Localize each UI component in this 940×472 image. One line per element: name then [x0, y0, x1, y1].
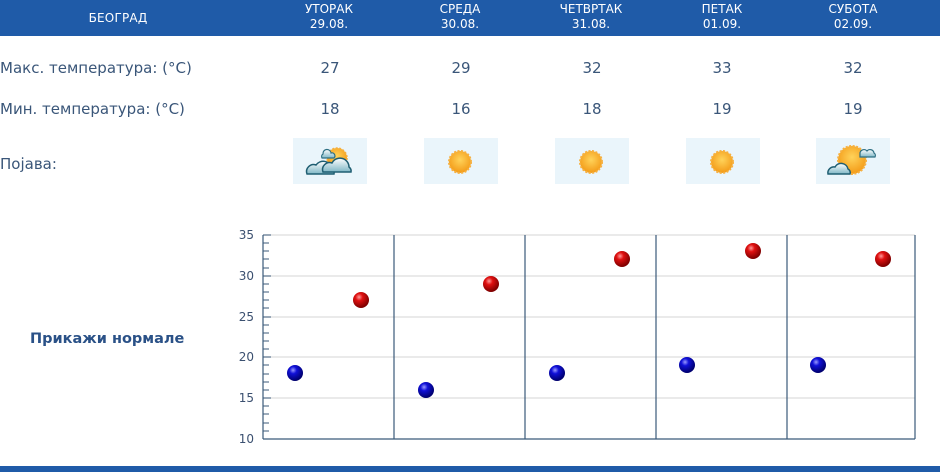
day-date: 02.09.: [833, 17, 873, 31]
min-temp-value: 19: [712, 100, 732, 118]
day-name: УТОРАК: [304, 2, 354, 16]
day-date: 31.08.: [571, 17, 611, 31]
y-tick-label: 15: [238, 391, 254, 405]
day-date: 29.08.: [309, 17, 349, 31]
y-minor-ticks: [263, 234, 271, 432]
sunny-icon: [424, 138, 498, 184]
y-tick-label: 10: [238, 432, 254, 446]
max-temp-value: 29: [451, 59, 471, 77]
max-temp-value: 33: [712, 59, 732, 77]
max-temp-series: [353, 243, 891, 308]
day-header-2: СРЕДА 30.08.: [395, 2, 525, 32]
sunny-icon: [555, 138, 629, 184]
day-date: 30.08.: [440, 17, 480, 31]
y-tick-label: 25: [238, 310, 254, 324]
sunny-few-clouds-icon: [816, 138, 890, 184]
day-header-3: ЧЕТВРТАК 31.08.: [526, 2, 656, 32]
min-temp-marker: [287, 365, 303, 381]
min-temp-series: [287, 357, 826, 398]
y-tick-label: 30: [238, 269, 254, 283]
show-normals-link[interactable]: Прикажи нормале: [30, 331, 185, 347]
day-header-4: ПЕТАК 01.09.: [657, 2, 787, 32]
min-temp-value: 16: [451, 100, 471, 118]
max-temp-label: Макс. температура: (°C): [0, 59, 192, 77]
city-name: БЕОГРАД: [88, 11, 148, 25]
partly-cloudy-icon: [293, 138, 367, 184]
grid-lines: [263, 234, 915, 399]
y-tick-label: 20: [238, 350, 254, 364]
max-temp-marker: [614, 251, 630, 267]
min-temp-value: 18: [582, 100, 602, 118]
sunny-icon: [686, 138, 760, 184]
min-temp-value: 19: [843, 100, 863, 118]
max-temp-value: 32: [843, 59, 863, 77]
footer-bar: [0, 466, 940, 472]
max-temp-marker: [745, 243, 761, 259]
y-tick-label: 35: [238, 228, 254, 242]
max-temp-value: 32: [582, 59, 602, 77]
day-name: СУБОТА: [828, 2, 878, 16]
min-temp-label: Мин. температура: (°C): [0, 100, 185, 118]
forecast-header: БЕОГРАД УТОРАК 29.08. СРЕДА 30.08. ЧЕТВР…: [0, 0, 940, 36]
max-temp-marker: [483, 276, 499, 292]
max-temp-marker: [875, 251, 891, 267]
day-name: ЧЕТВРТАК: [559, 2, 623, 16]
day-header-5: СУБОТА 02.09.: [788, 2, 918, 32]
axis-lines: [262, 235, 916, 440]
min-temp-marker: [810, 357, 826, 373]
day-date: 01.09.: [702, 17, 742, 31]
day-header-1: УТОРАК 29.08.: [264, 2, 394, 32]
phenomenon-label: Појава:: [0, 155, 57, 173]
min-temp-marker: [679, 357, 695, 373]
day-name: ПЕТАК: [701, 2, 743, 16]
min-temp-value: 18: [320, 100, 340, 118]
max-temp-value: 27: [320, 59, 340, 77]
min-temp-marker: [549, 365, 565, 381]
max-temp-marker: [353, 292, 369, 308]
day-name: СРЕДА: [439, 2, 481, 16]
min-temp-marker: [418, 382, 434, 398]
